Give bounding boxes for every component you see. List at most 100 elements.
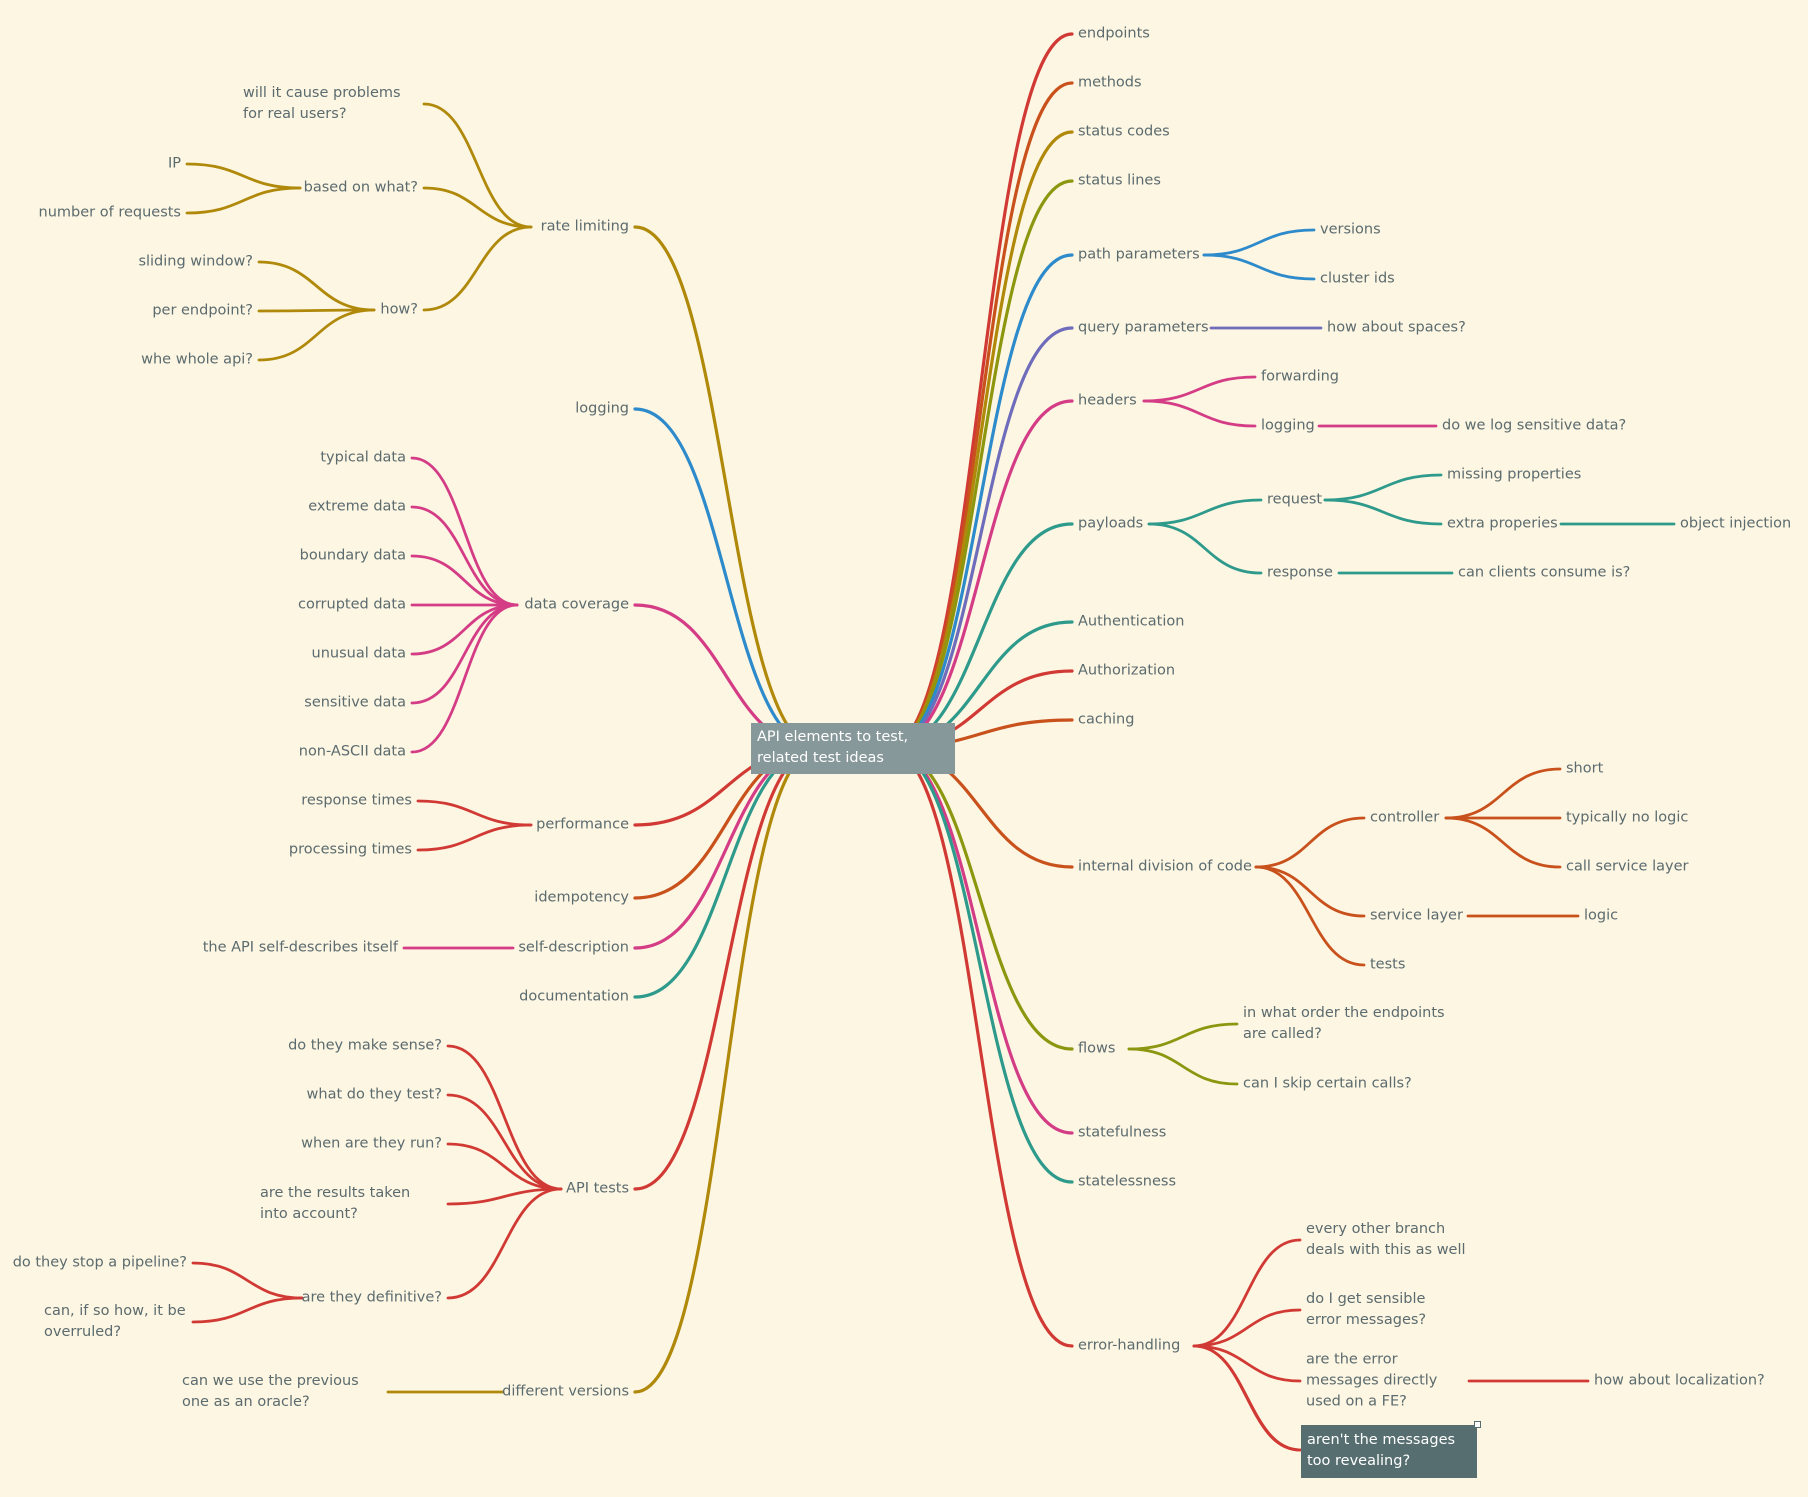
root-topic[interactable]: API elements to test, related test ideas — [751, 723, 955, 774]
branch-idempotency[interactable]: idempotency — [534, 889, 629, 906]
branch-edge-payloads — [886, 522, 1074, 750]
node-whe-whole-api[interactable]: whe whole api? — [141, 351, 253, 368]
node-do-we-log-sensitive-data[interactable]: do we log sensitive data? — [1442, 417, 1627, 434]
branch-internal-division-of-code[interactable]: internal division of code — [1078, 858, 1252, 875]
node-how-about-localization[interactable]: how about localization? — [1594, 1372, 1765, 1389]
edge-short — [1444, 767, 1562, 820]
branch-rate-limiting[interactable]: rate limiting — [540, 218, 629, 235]
branch-headers[interactable]: headers — [1078, 392, 1137, 409]
node-can-clients-consume-is[interactable]: can clients consume is? — [1458, 564, 1631, 581]
branch-data-coverage[interactable]: data coverage — [524, 596, 629, 613]
branch-logging[interactable]: logging — [575, 400, 629, 417]
node-can-we-use-the-previous-one-as-an-oracle[interactable]: can we use the previous one as an oracle… — [182, 1373, 359, 1410]
branch-api-tests[interactable]: API tests — [566, 1180, 629, 1197]
branch-payloads[interactable]: payloads — [1078, 515, 1144, 532]
node-sliding-window[interactable]: sliding window? — [138, 253, 253, 270]
edge-non-ascii-data — [410, 603, 519, 754]
node-response-times[interactable]: response times — [301, 792, 412, 809]
branch-performance[interactable]: performance — [536, 816, 629, 833]
node-every-other-branch-deals-with-this-as-well[interactable]: every other branch deals with this as we… — [1306, 1221, 1466, 1258]
edge-typical-data — [410, 456, 519, 607]
node-response[interactable]: response — [1267, 564, 1333, 581]
node-short[interactable]: short — [1566, 760, 1604, 777]
node-how[interactable]: how? — [380, 301, 418, 318]
node-ip[interactable]: IP — [167, 155, 181, 172]
node-non-ascii-data[interactable]: non-ASCII data — [298, 743, 406, 760]
branch-statelessness[interactable]: statelessness — [1078, 1173, 1177, 1190]
node-how-about-spaces[interactable]: how about spaces? — [1327, 319, 1466, 336]
node-typical-data[interactable]: typical data — [320, 449, 406, 466]
branch-authorization[interactable]: Authorization — [1078, 662, 1176, 679]
node-logging[interactable]: logging — [1261, 417, 1315, 434]
node-based-on-what[interactable]: based on what? — [303, 179, 418, 196]
node-are-the-error-messages-directly-used-on-a-fe[interactable]: are the error messages directly used on … — [1306, 1351, 1438, 1410]
node-extra-properies[interactable]: extra properies — [1447, 515, 1558, 532]
edge-unusual-data — [410, 603, 519, 656]
node-do-i-get-sensible-error-messages[interactable]: do I get sensible error messages? — [1306, 1291, 1427, 1328]
node-call-service-layer[interactable]: call service layer — [1566, 858, 1689, 875]
node-service-layer[interactable]: service layer — [1370, 907, 1463, 924]
branch-path-parameters[interactable]: path parameters — [1078, 246, 1200, 263]
branch-different-versions[interactable]: different versions — [502, 1383, 629, 1400]
node-cluster-ids[interactable]: cluster ids — [1320, 270, 1395, 287]
node-processing-times[interactable]: processing times — [288, 841, 412, 858]
edge-cluster-ids — [1202, 253, 1316, 281]
node-do-they-make-sense[interactable]: do they make sense? — [288, 1037, 442, 1054]
edge-selected-topic — [1192, 1344, 1303, 1452]
edge-are-they-definitive — [446, 1187, 563, 1300]
branch-methods[interactable]: methods — [1078, 74, 1142, 91]
resize-handle[interactable] — [1474, 1421, 1481, 1428]
node-typically-no-logic[interactable]: typically no logic — [1566, 809, 1689, 826]
node-logic[interactable]: logic — [1584, 907, 1619, 924]
node-boundary-data[interactable]: boundary data — [299, 547, 406, 564]
node-what-do-they-test[interactable]: what do they test? — [306, 1086, 442, 1103]
node-forwarding[interactable]: forwarding — [1261, 368, 1340, 385]
node-extreme-data[interactable]: extreme data — [308, 498, 406, 515]
branch-authentication[interactable]: Authentication — [1078, 613, 1185, 630]
edge-will-it-cause-problems-for-real-users — [422, 102, 533, 229]
node-missing-properties[interactable]: missing properties — [1447, 466, 1582, 483]
node-are-they-definitive[interactable]: are they definitive? — [301, 1289, 442, 1306]
branch-status-lines[interactable]: status lines — [1078, 172, 1161, 189]
edge-can-if-so-how-it-be-overruled — [191, 1296, 304, 1324]
node-controller[interactable]: controller — [1370, 809, 1440, 826]
node-when-are-they-run[interactable]: when are they run? — [301, 1135, 442, 1152]
selected-topic[interactable]: aren't the messages too revealing? — [1301, 1421, 1481, 1478]
node-sensitive-data[interactable]: sensitive data — [304, 694, 406, 711]
node-will-it-cause-problems-for-real-users[interactable]: will it cause problems for real users? — [243, 85, 401, 122]
node-number-of-requests[interactable]: number of requests — [38, 204, 181, 221]
node-the-api-self-describes-itself[interactable]: the API self-describes itself — [202, 939, 398, 956]
branch-endpoints[interactable]: endpoints — [1078, 25, 1150, 42]
branch-edge-headers — [886, 399, 1074, 750]
node-can-i-skip-certain-calls[interactable]: can I skip certain calls? — [1243, 1075, 1412, 1092]
branch-flows[interactable]: flows — [1078, 1040, 1116, 1057]
node-versions[interactable]: versions — [1320, 221, 1381, 238]
branch-documentation[interactable]: documentation — [519, 988, 629, 1005]
edge-sliding-window — [257, 260, 376, 312]
selected-topic-label: aren't the messages too revealing? — [1307, 1432, 1456, 1469]
node-request[interactable]: request — [1267, 491, 1323, 508]
node-object-injection[interactable]: object injection — [1680, 515, 1792, 532]
branch-edge-rate-limiting — [633, 225, 820, 750]
edge-are-the-error-messages-directly-used-on-a-fe — [1192, 1344, 1302, 1383]
node-do-they-stop-a-pipeline[interactable]: do they stop a pipeline? — [12, 1254, 187, 1271]
branch-caching[interactable]: caching — [1078, 711, 1135, 728]
branch-self-description[interactable]: self-description — [518, 939, 629, 956]
branch-status-codes[interactable]: status codes — [1078, 123, 1170, 140]
edge-ip — [185, 162, 302, 190]
branch-edge-status-lines — [886, 179, 1074, 750]
branch-statefulness[interactable]: statefulness — [1078, 1124, 1167, 1141]
node-can-if-so-how-it-be-overruled[interactable]: can, if so how, it be overruled? — [44, 1303, 186, 1340]
node-unusual-data[interactable]: unusual data — [311, 645, 407, 662]
node-corrupted-data[interactable]: corrupted data — [298, 596, 406, 613]
edge-do-i-get-sensible-error-messages — [1192, 1308, 1302, 1348]
node-in-what-order-the-endpoints-are-called[interactable]: in what order the endpoints are called? — [1243, 1005, 1445, 1042]
node-are-the-results-taken-into-account[interactable]: are the results taken into account? — [260, 1185, 411, 1222]
branch-error-handling[interactable]: error-handling — [1078, 1337, 1181, 1354]
branch-query-parameters[interactable]: query parameters — [1078, 319, 1209, 336]
node-tests[interactable]: tests — [1370, 956, 1406, 973]
edge-extra-properies — [1323, 498, 1443, 526]
node-per-endpoint[interactable]: per endpoint? — [152, 302, 253, 319]
edge-controller — [1254, 816, 1366, 869]
